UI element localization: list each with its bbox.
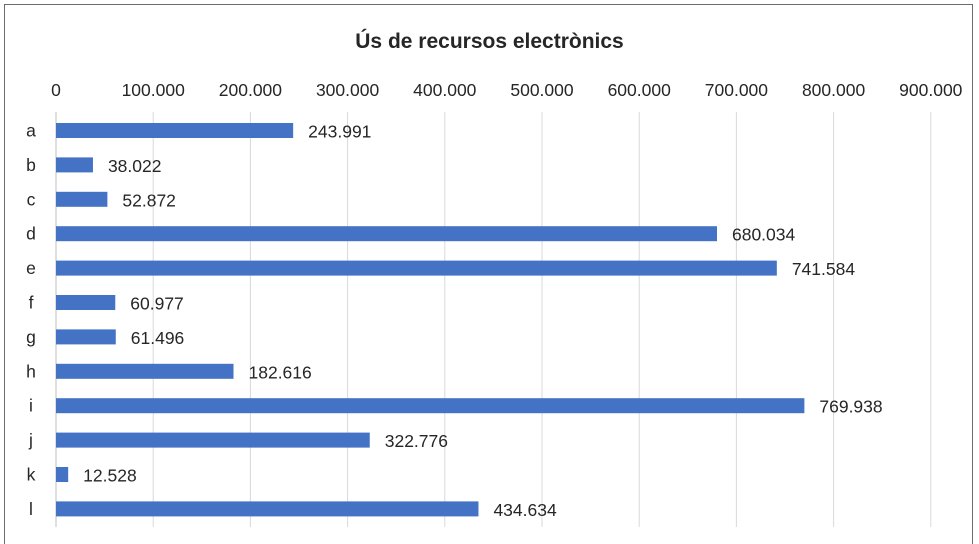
bar [56, 295, 116, 310]
data-label: 680.034 [732, 225, 796, 245]
data-label: 60.977 [130, 294, 184, 314]
data-label: 12.528 [83, 466, 137, 486]
y-category-label: e [26, 258, 36, 278]
y-category-label: i [29, 396, 33, 416]
data-label: 434.634 [493, 500, 557, 520]
data-label: 182.616 [249, 362, 312, 382]
x-tick-label: 800.000 [802, 80, 866, 100]
data-label: 243.991 [308, 122, 371, 142]
bar [56, 191, 108, 207]
x-tick-label: 400.000 [413, 80, 477, 100]
y-category-label: c [27, 189, 36, 209]
bar [56, 432, 370, 448]
x-tick-label: 600.000 [608, 80, 672, 100]
x-tick-label: 500.000 [510, 80, 574, 100]
x-tick-label: 900.000 [899, 80, 963, 100]
x-tick-label: 100.000 [122, 80, 186, 100]
y-category-label: k [27, 465, 36, 485]
x-tick-label: 700.000 [705, 80, 769, 100]
data-label: 52.872 [122, 190, 176, 210]
x-tick-label: 0 [51, 80, 61, 100]
y-category-label: d [26, 224, 36, 244]
y-category-label: f [29, 293, 34, 313]
y-category-label: a [26, 121, 36, 141]
bar [56, 501, 479, 517]
y-category-label: b [26, 155, 36, 175]
chart-title: Ús de recursos electrònics [355, 30, 624, 53]
bar [56, 123, 294, 138]
data-label: 38.022 [108, 156, 162, 176]
data-label: 322.776 [385, 431, 448, 451]
data-label: 741.584 [792, 259, 856, 279]
data-label: 769.938 [819, 397, 882, 417]
x-tick-label: 300.000 [316, 80, 380, 100]
y-category-label: l [29, 499, 33, 519]
bar [56, 329, 116, 345]
bar [56, 157, 93, 173]
data-label: 61.496 [131, 328, 185, 348]
bar [56, 398, 805, 414]
bar [56, 226, 717, 242]
y-category-label: h [26, 361, 36, 381]
x-tick-label: 200.000 [219, 80, 283, 100]
y-category-label: j [28, 430, 33, 450]
bar [56, 467, 69, 482]
y-category-label: g [26, 327, 36, 347]
bar [56, 363, 234, 379]
bar [56, 260, 777, 276]
